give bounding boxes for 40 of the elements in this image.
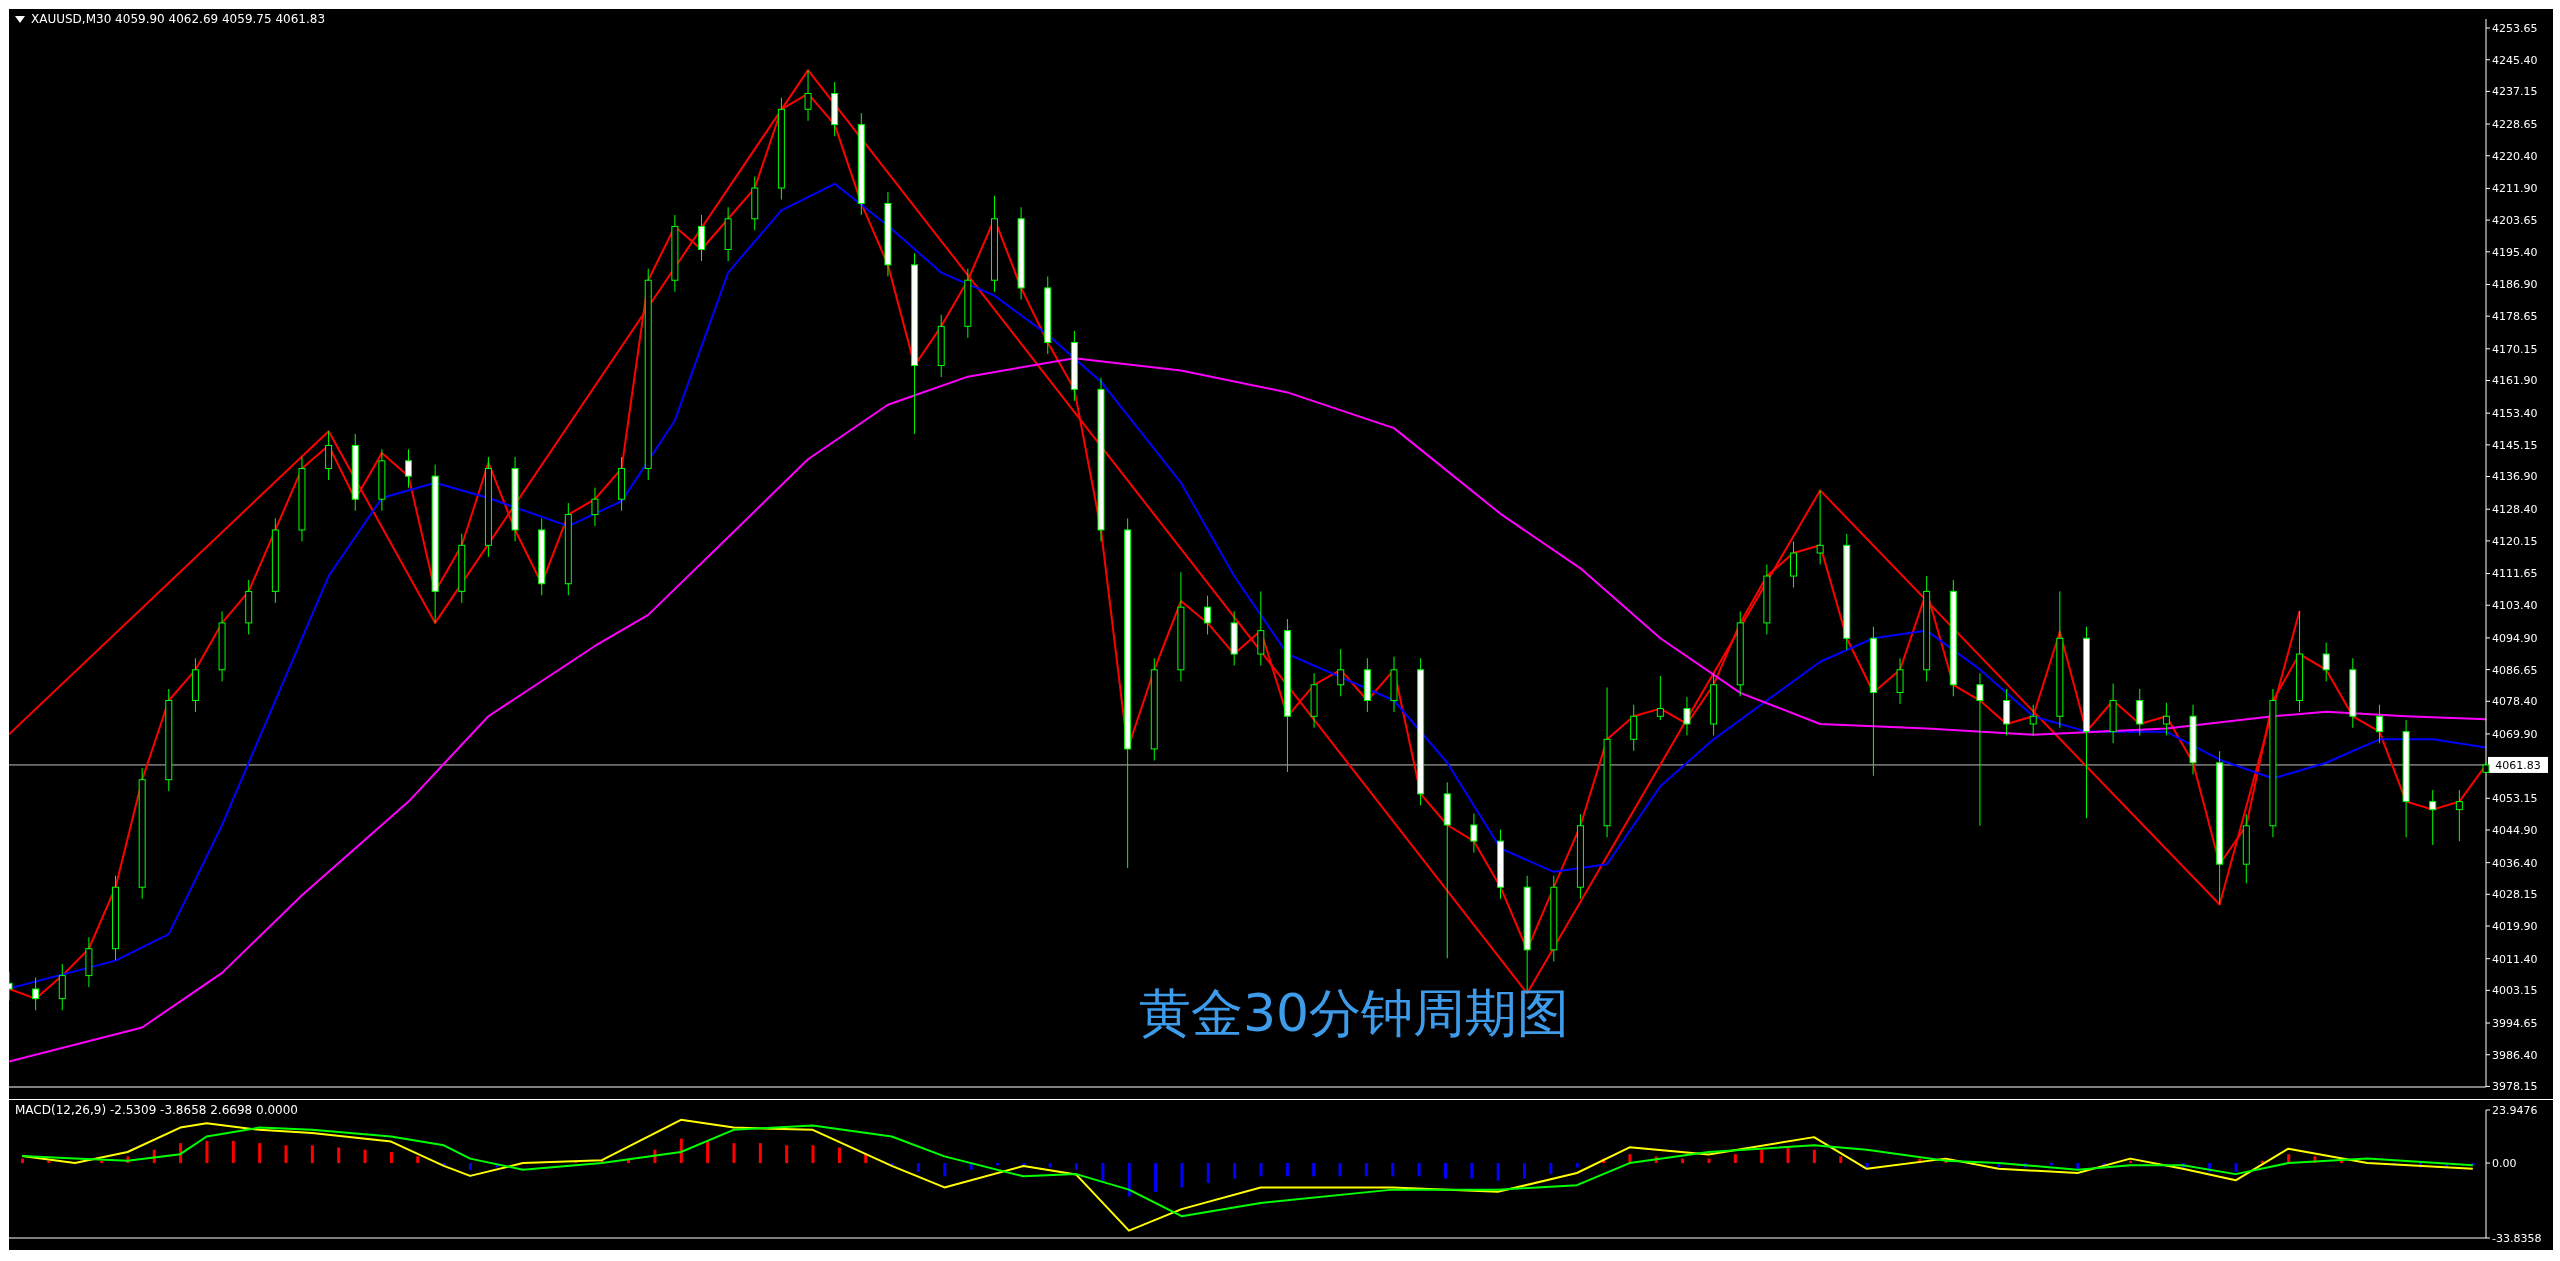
y-tick-label: 4019.90 [2492, 919, 2538, 933]
y-tick-label: 0.00 [2492, 1156, 2517, 1170]
y-tick-label: 4186.90 [2492, 278, 2538, 292]
y-tick-label: 4069.90 [2492, 727, 2538, 741]
y-tick-label: 4195.40 [2492, 245, 2538, 259]
y-tick-label: 4145.15 [2492, 438, 2538, 452]
y-tick-label: 4086.65 [2492, 663, 2538, 677]
y-tick-label: 4003.15 [2492, 984, 2538, 998]
y-tick-label: 4053.15 [2492, 792, 2538, 806]
y-tick-label: 4120.15 [2492, 534, 2538, 548]
y-tick-label: 4011.40 [2492, 952, 2538, 966]
y-tick-label: 3986.40 [2492, 1048, 2538, 1062]
y-tick-label: 4178.65 [2492, 310, 2538, 324]
y-tick-label: 3994.65 [2492, 1016, 2538, 1030]
chart-title: MACD(12,26,9) -2.5309 -3.8658 2.6698 0.0000 [15, 1103, 299, 1117]
y-tick-label: 4161.90 [2492, 374, 2538, 388]
y-tick-label: 4128.40 [2492, 503, 2538, 517]
y-tick-label: 4136.90 [2492, 470, 2538, 484]
annotation: 黄金30分钟周期图 [1139, 982, 1570, 1045]
y-tick-label: 4103.40 [2492, 599, 2538, 613]
y-tick-label: 4094.90 [2492, 631, 2538, 645]
y-tick-label: 3978.15 [2492, 1080, 2538, 1094]
y-tick-label: 4253.65 [2492, 21, 2538, 35]
y-tick-label: 4044.90 [2492, 823, 2538, 837]
y-tick-label: 23.9476 [2492, 1103, 2538, 1117]
y-tick-label: 4211.90 [2492, 182, 2538, 196]
y-tick-label: 4170.15 [2492, 342, 2538, 356]
y-tick-label: 4203.65 [2492, 214, 2538, 228]
chart-title: XAUUSD,M30 4059.90 4062.69 4059.75 4061.83 [31, 12, 326, 26]
y-tick-label: 4153.40 [2492, 407, 2538, 421]
y-tick-label: 4237.15 [2492, 85, 2538, 99]
y-tick-label: 4028.15 [2492, 888, 2538, 902]
y-tick-label: 4228.65 [2492, 117, 2538, 131]
y-tick-label: -33.8358 [2492, 1231, 2542, 1245]
y-tick-label: 4220.40 [2492, 149, 2538, 163]
y-tick-label: 4245.40 [2492, 53, 2538, 67]
y-tick-label: 4036.40 [2492, 856, 2538, 870]
y-tick-label: 4078.40 [2492, 695, 2538, 709]
y-tick-label: 4111.65 [2492, 567, 2538, 581]
ref-line-label: 4061.83 [2495, 758, 2541, 772]
